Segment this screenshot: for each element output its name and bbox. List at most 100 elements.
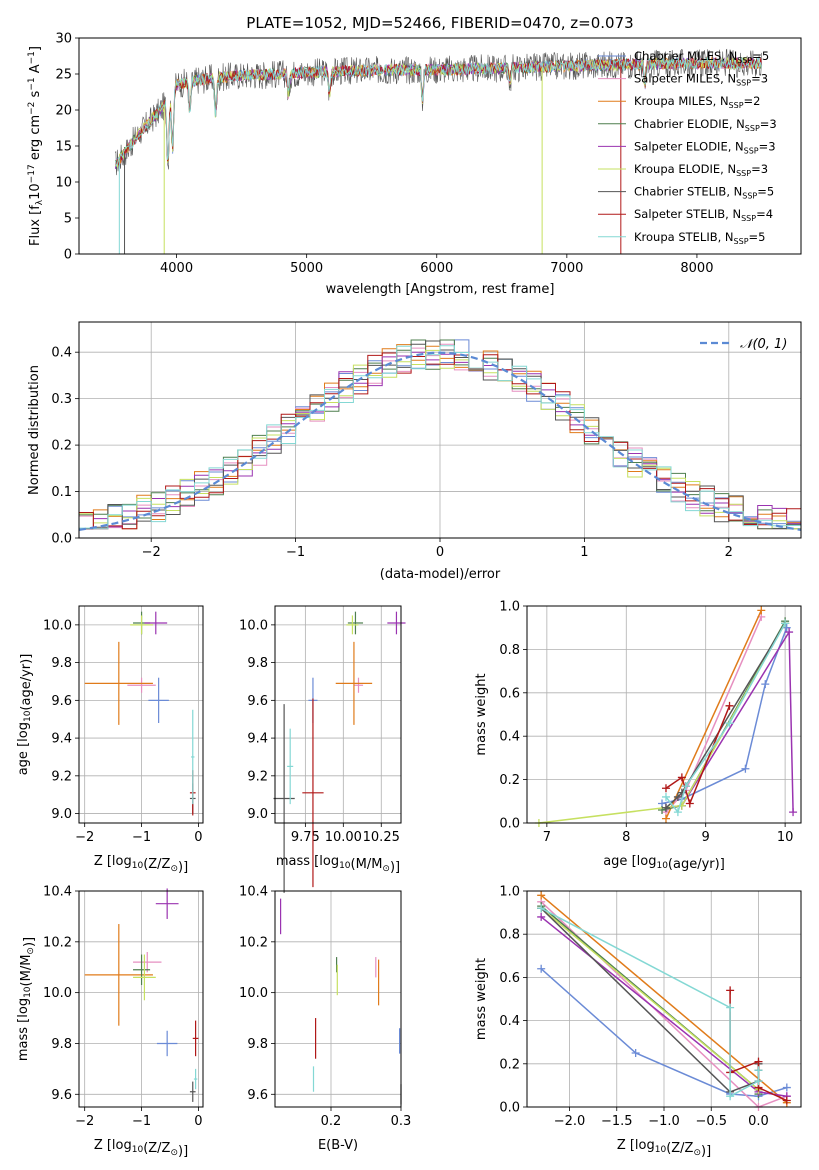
legend: Chabrier MILES, NSSP=5 Salpeter MILES, NS… — [598, 49, 777, 246]
axes-frame — [78, 605, 204, 824]
marker-kroupa_stelib — [726, 1092, 735, 1101]
y-tick-label: 15 — [55, 140, 72, 155]
x-tick-label: 10 — [777, 830, 794, 845]
x-tick-label: −1.5 — [601, 1114, 633, 1129]
y-tick-label: 9.2 — [247, 769, 268, 784]
chart-weight_vs_age: 7 8 9 10 0.0 0.2 0.4 0.6 0.8 1.0 age [log10(age/yr… — [474, 600, 802, 872]
y-tick-label: 9.6 — [247, 694, 268, 709]
marker-chabrier_miles — [782, 1083, 791, 1092]
x-tick-label: 4000 — [160, 261, 193, 276]
y-tick-label: 0.4 — [51, 346, 72, 361]
x-tick-label: 0 — [436, 545, 444, 560]
y-tick-label: 1.0 — [499, 885, 520, 900]
x-tick-label: 8 — [622, 830, 630, 845]
marker-salpeter_elodie — [785, 628, 794, 637]
x-tick-label: 0.0 — [748, 1114, 769, 1129]
x-tick-label: 9 — [702, 830, 710, 845]
marker-chabrier_stelib — [661, 803, 670, 812]
x-tick-label: 0.2 — [321, 1114, 342, 1129]
axes-frame — [78, 37, 802, 255]
y-tick-label: 0.8 — [499, 643, 520, 658]
x-axis-label: (data-model)/error — [380, 567, 501, 582]
y-tick-label: 25 — [55, 68, 72, 83]
y-tick-label: 9.8 — [51, 1037, 72, 1052]
y-tick-label: 0.4 — [499, 1014, 520, 1029]
legend-entry: Salpeter STELIB, NSSP=4 — [634, 207, 773, 223]
y-tick-label: 9.8 — [51, 656, 72, 671]
y-tick-label: 0.1 — [51, 485, 72, 500]
x-tick-label: 1 — [580, 545, 588, 560]
x-axis-label: Z [log10(Z/Z⊙)] — [94, 854, 188, 875]
y-tick-label: 0.2 — [499, 1057, 520, 1072]
marker-kroupa_stelib — [661, 792, 670, 801]
x-tick-label: 7 — [543, 830, 551, 845]
x-tick-label: 8000 — [680, 261, 713, 276]
marker-kroupa_stelib — [537, 904, 546, 913]
y-axis-label: Normed distribution — [27, 365, 42, 495]
marker-kroupa_stelib — [673, 808, 682, 817]
chart-age_vs_mass: 9.75 10.00 10.25 9.0 9.2 9.4 9.6 9.8 10.0 mass [l… — [239, 605, 406, 893]
x-tick-label: −2 — [75, 1114, 94, 1129]
legend-entry: Kroupa ELODIE, NSSP=3 — [634, 162, 768, 178]
axes-frame — [274, 890, 402, 1108]
y-axis-label: mass [log10(M/M⊙)] — [16, 937, 37, 1061]
marker-kroupa_stelib — [725, 719, 734, 728]
y-tick-label: 0.0 — [499, 817, 520, 832]
y-tick-label: 9.4 — [51, 732, 72, 747]
legend-entry: Chabrier MILES, NSSP=5 — [634, 49, 769, 65]
legend-entry: Kroupa MILES, NSSP=2 — [634, 94, 760, 110]
y-tick-label: 10.4 — [43, 885, 72, 900]
marker-chabrier_miles — [537, 964, 546, 973]
x-axis-label: Z [log10(Z/Z⊙)] — [94, 1138, 188, 1159]
x-tick-label: 2 — [725, 545, 733, 560]
y-tick-label: 10.2 — [43, 935, 72, 950]
y-tick-label: 10.2 — [239, 935, 268, 950]
y-tick-label: 10.0 — [43, 618, 72, 633]
marker-kroupa_stelib — [726, 1003, 735, 1012]
histogram-salpeter_stelib — [79, 352, 801, 530]
gaussian-curve — [79, 351, 801, 531]
series-kroupa_miles — [665, 609, 762, 820]
x-tick-label: −1.0 — [648, 1114, 680, 1129]
y-tick-label: 0.3 — [51, 392, 72, 407]
legend-entry: Salpeter MILES, NSSP=3 — [634, 72, 768, 88]
y-tick-label: 0.6 — [499, 971, 520, 986]
y-tick-label: 9.8 — [247, 656, 268, 671]
marker-kroupa_miles — [661, 814, 670, 823]
y-tick-label: 5 — [64, 212, 72, 227]
marker-salpeter_elodie — [789, 808, 798, 817]
x-tick-label: 9.75 — [291, 830, 320, 845]
chart-weight_vs_Z: −2.0 −1.5 −1.0 −0.5 0.0 0.0 0.2 0.4 0.6 0.8 1.0 Z [… — [474, 885, 802, 1159]
y-tick-label: 10.0 — [43, 986, 72, 1001]
chart-mass_vs_Z: −2 −1 0 9.6 9.8 10.0 10.2 10.4 Z [log10(Z/Z⊙)] ma… — [16, 885, 204, 1159]
marker-salpeter_stelib — [661, 784, 670, 793]
histograms — [79, 339, 801, 531]
y-tick-label: 0.2 — [51, 439, 72, 454]
y-tick-label: 9.6 — [51, 694, 72, 709]
marker-salpeter_stelib — [726, 986, 735, 995]
figure-title: PLATE=1052, MJD=52466, FIBERID=0470, z=0… — [246, 14, 633, 32]
chart-panels: 4000 5000 6000 7000 8000051015202530waveleng… — [16, 32, 802, 1159]
legend-entry: Salpeter ELODIE, NSSP=3 — [634, 139, 776, 155]
x-tick-label: 5000 — [290, 261, 323, 276]
marker-kroupa_stelib — [754, 1077, 763, 1086]
axes-frame — [78, 321, 802, 539]
x-tick-label: 0 — [194, 830, 202, 845]
y-tick-label: 10 — [55, 176, 72, 191]
legend-entry: Chabrier ELODIE, NSSP=3 — [634, 117, 777, 133]
histogram-chabrier_elodie — [79, 339, 801, 530]
y-tick-label: 9.0 — [247, 807, 268, 822]
marker-kroupa_miles — [537, 891, 546, 900]
y-tick-label: 0.4 — [499, 730, 520, 745]
marker-salpeter_stelib — [754, 1057, 763, 1066]
marker-chabrier_miles — [761, 680, 770, 689]
x-tick-label: −2.0 — [554, 1114, 586, 1129]
axes-frame — [78, 890, 204, 1108]
y-tick-label: 0.8 — [499, 928, 520, 943]
marker-kroupa_stelib — [681, 782, 690, 791]
histogram-kroupa_stelib — [79, 345, 801, 530]
chart-spectrum: 4000 5000 6000 7000 8000 0 5 10 15 20 25 30 waveleng… — [27, 32, 802, 297]
x-tick-label: 0 — [194, 1114, 202, 1129]
series-kroupa_elodie — [538, 623, 786, 824]
marker-salpeter_stelib — [725, 701, 734, 710]
